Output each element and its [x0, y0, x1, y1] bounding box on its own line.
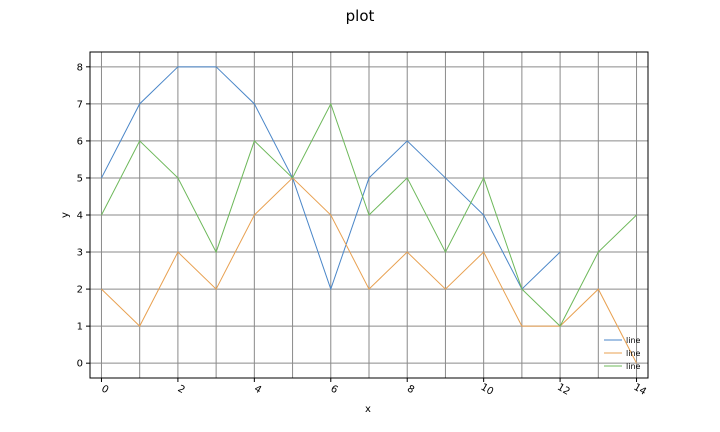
x-tick-label: 12: [555, 382, 572, 398]
y-tick-label: 8: [77, 62, 83, 73]
y-axis-label: y: [60, 212, 71, 218]
y-tick-label: 3: [77, 248, 83, 259]
y-tick-label: 7: [77, 99, 83, 110]
x-axis-label: x: [365, 404, 371, 415]
x-tick-label: 0: [99, 383, 110, 396]
y-tick-label: 5: [77, 173, 83, 184]
series-line-1: [101, 66, 561, 291]
x-tick-label: 8: [405, 383, 416, 396]
x-tick-label: 10: [479, 382, 496, 398]
x-axis-ticks: 0 2 4 6 8 10 12 14: [99, 378, 648, 398]
x-tick-label: 2: [176, 383, 187, 396]
y-tick-label: 2: [77, 285, 83, 296]
legend-label: line: [626, 349, 641, 358]
y-tick-label: 4: [77, 211, 83, 222]
legend-label: line: [626, 336, 641, 345]
x-tick-label: 14: [632, 382, 649, 398]
x-tick-label: 4: [252, 383, 263, 396]
series-group: [101, 66, 637, 364]
series-line-3: [101, 102, 637, 327]
series-line-2: [101, 177, 637, 364]
y-tick-label: 1: [77, 322, 83, 333]
chart-title: plot: [346, 7, 375, 25]
y-tick-label: 0: [77, 359, 83, 370]
y-tick-label: 6: [77, 136, 83, 147]
legend-label: line: [626, 362, 641, 371]
y-axis-ticks: 0 1 2 3 4 5 6 7 8: [77, 62, 90, 370]
x-tick-label: 6: [329, 383, 340, 396]
legend: line line line: [604, 336, 641, 371]
